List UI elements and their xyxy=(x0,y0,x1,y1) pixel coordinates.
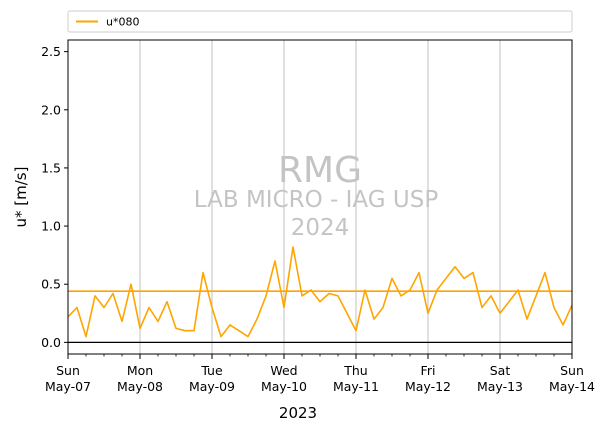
x-tick-day: Thu xyxy=(343,363,367,378)
x-tick-day: Sun xyxy=(56,363,80,378)
y-tick-label: 2.0 xyxy=(41,102,61,117)
y-tick-label: 1.0 xyxy=(41,219,61,234)
watermark-year: 2024 xyxy=(291,215,350,241)
grid xyxy=(139,40,501,354)
y-axis-title: u* [m/s] xyxy=(12,167,30,228)
x-tick-day: Tue xyxy=(200,363,223,378)
legend: u*080 xyxy=(67,10,573,33)
watermark-subtitle: LAB MICRO - IAG USP xyxy=(194,187,439,213)
legend-label: u*080 xyxy=(106,16,139,29)
legend-frame xyxy=(67,10,573,33)
y-tick-label: 2.5 xyxy=(41,44,61,59)
x-tick-date: May-09 xyxy=(189,379,235,394)
x-tick-date: May-14 xyxy=(549,379,595,394)
x-tick-day: Fri xyxy=(421,363,436,378)
watermark-title: RMG xyxy=(278,150,362,191)
series-layer xyxy=(67,246,573,338)
y-tick-label: 0.0 xyxy=(41,335,61,350)
x-tick-date: May-11 xyxy=(333,379,379,394)
watermark: RMG LAB MICRO - IAG USP 2024 xyxy=(194,150,439,241)
x-tick-date: May-12 xyxy=(405,379,451,394)
y-tick-label: 0.5 xyxy=(41,277,61,292)
y-tick-label: 1.5 xyxy=(41,160,61,175)
x-tick-day: Mon xyxy=(127,363,153,378)
plot-lines xyxy=(68,290,572,343)
x-tick-day: Sat xyxy=(490,363,511,378)
x-tick-day: Sun xyxy=(560,363,584,378)
x-tick-date: May-08 xyxy=(117,379,163,394)
y-axis: 0.0 0.5 1.0 1.5 2.0 2.5 xyxy=(41,44,68,350)
x-tick-date: May-10 xyxy=(261,379,307,394)
x-tick-day: Wed xyxy=(270,363,297,378)
x-tick-date: May-07 xyxy=(45,379,91,394)
x-tick-date: May-13 xyxy=(477,379,523,394)
x-axis-title: 2023 xyxy=(279,404,317,422)
series-line xyxy=(67,246,573,338)
x-axis: SunMay-07MonMay-08TueMay-09WedMay-10ThuM… xyxy=(45,354,595,394)
